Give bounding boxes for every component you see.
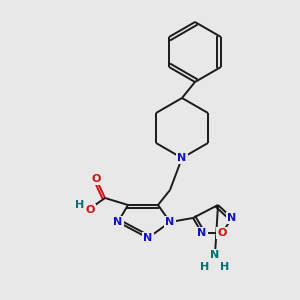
Text: H: H bbox=[200, 262, 210, 272]
Text: O: O bbox=[91, 174, 101, 184]
Text: O: O bbox=[85, 205, 95, 215]
Text: N: N bbox=[177, 153, 187, 163]
Text: N: N bbox=[113, 217, 123, 227]
Text: N: N bbox=[143, 233, 153, 243]
Text: O: O bbox=[217, 228, 227, 238]
Text: N: N bbox=[165, 217, 175, 227]
Text: H: H bbox=[220, 262, 230, 272]
Text: N: N bbox=[197, 228, 207, 238]
Text: N: N bbox=[210, 250, 220, 260]
Text: N: N bbox=[227, 213, 237, 223]
Text: H: H bbox=[75, 200, 85, 210]
